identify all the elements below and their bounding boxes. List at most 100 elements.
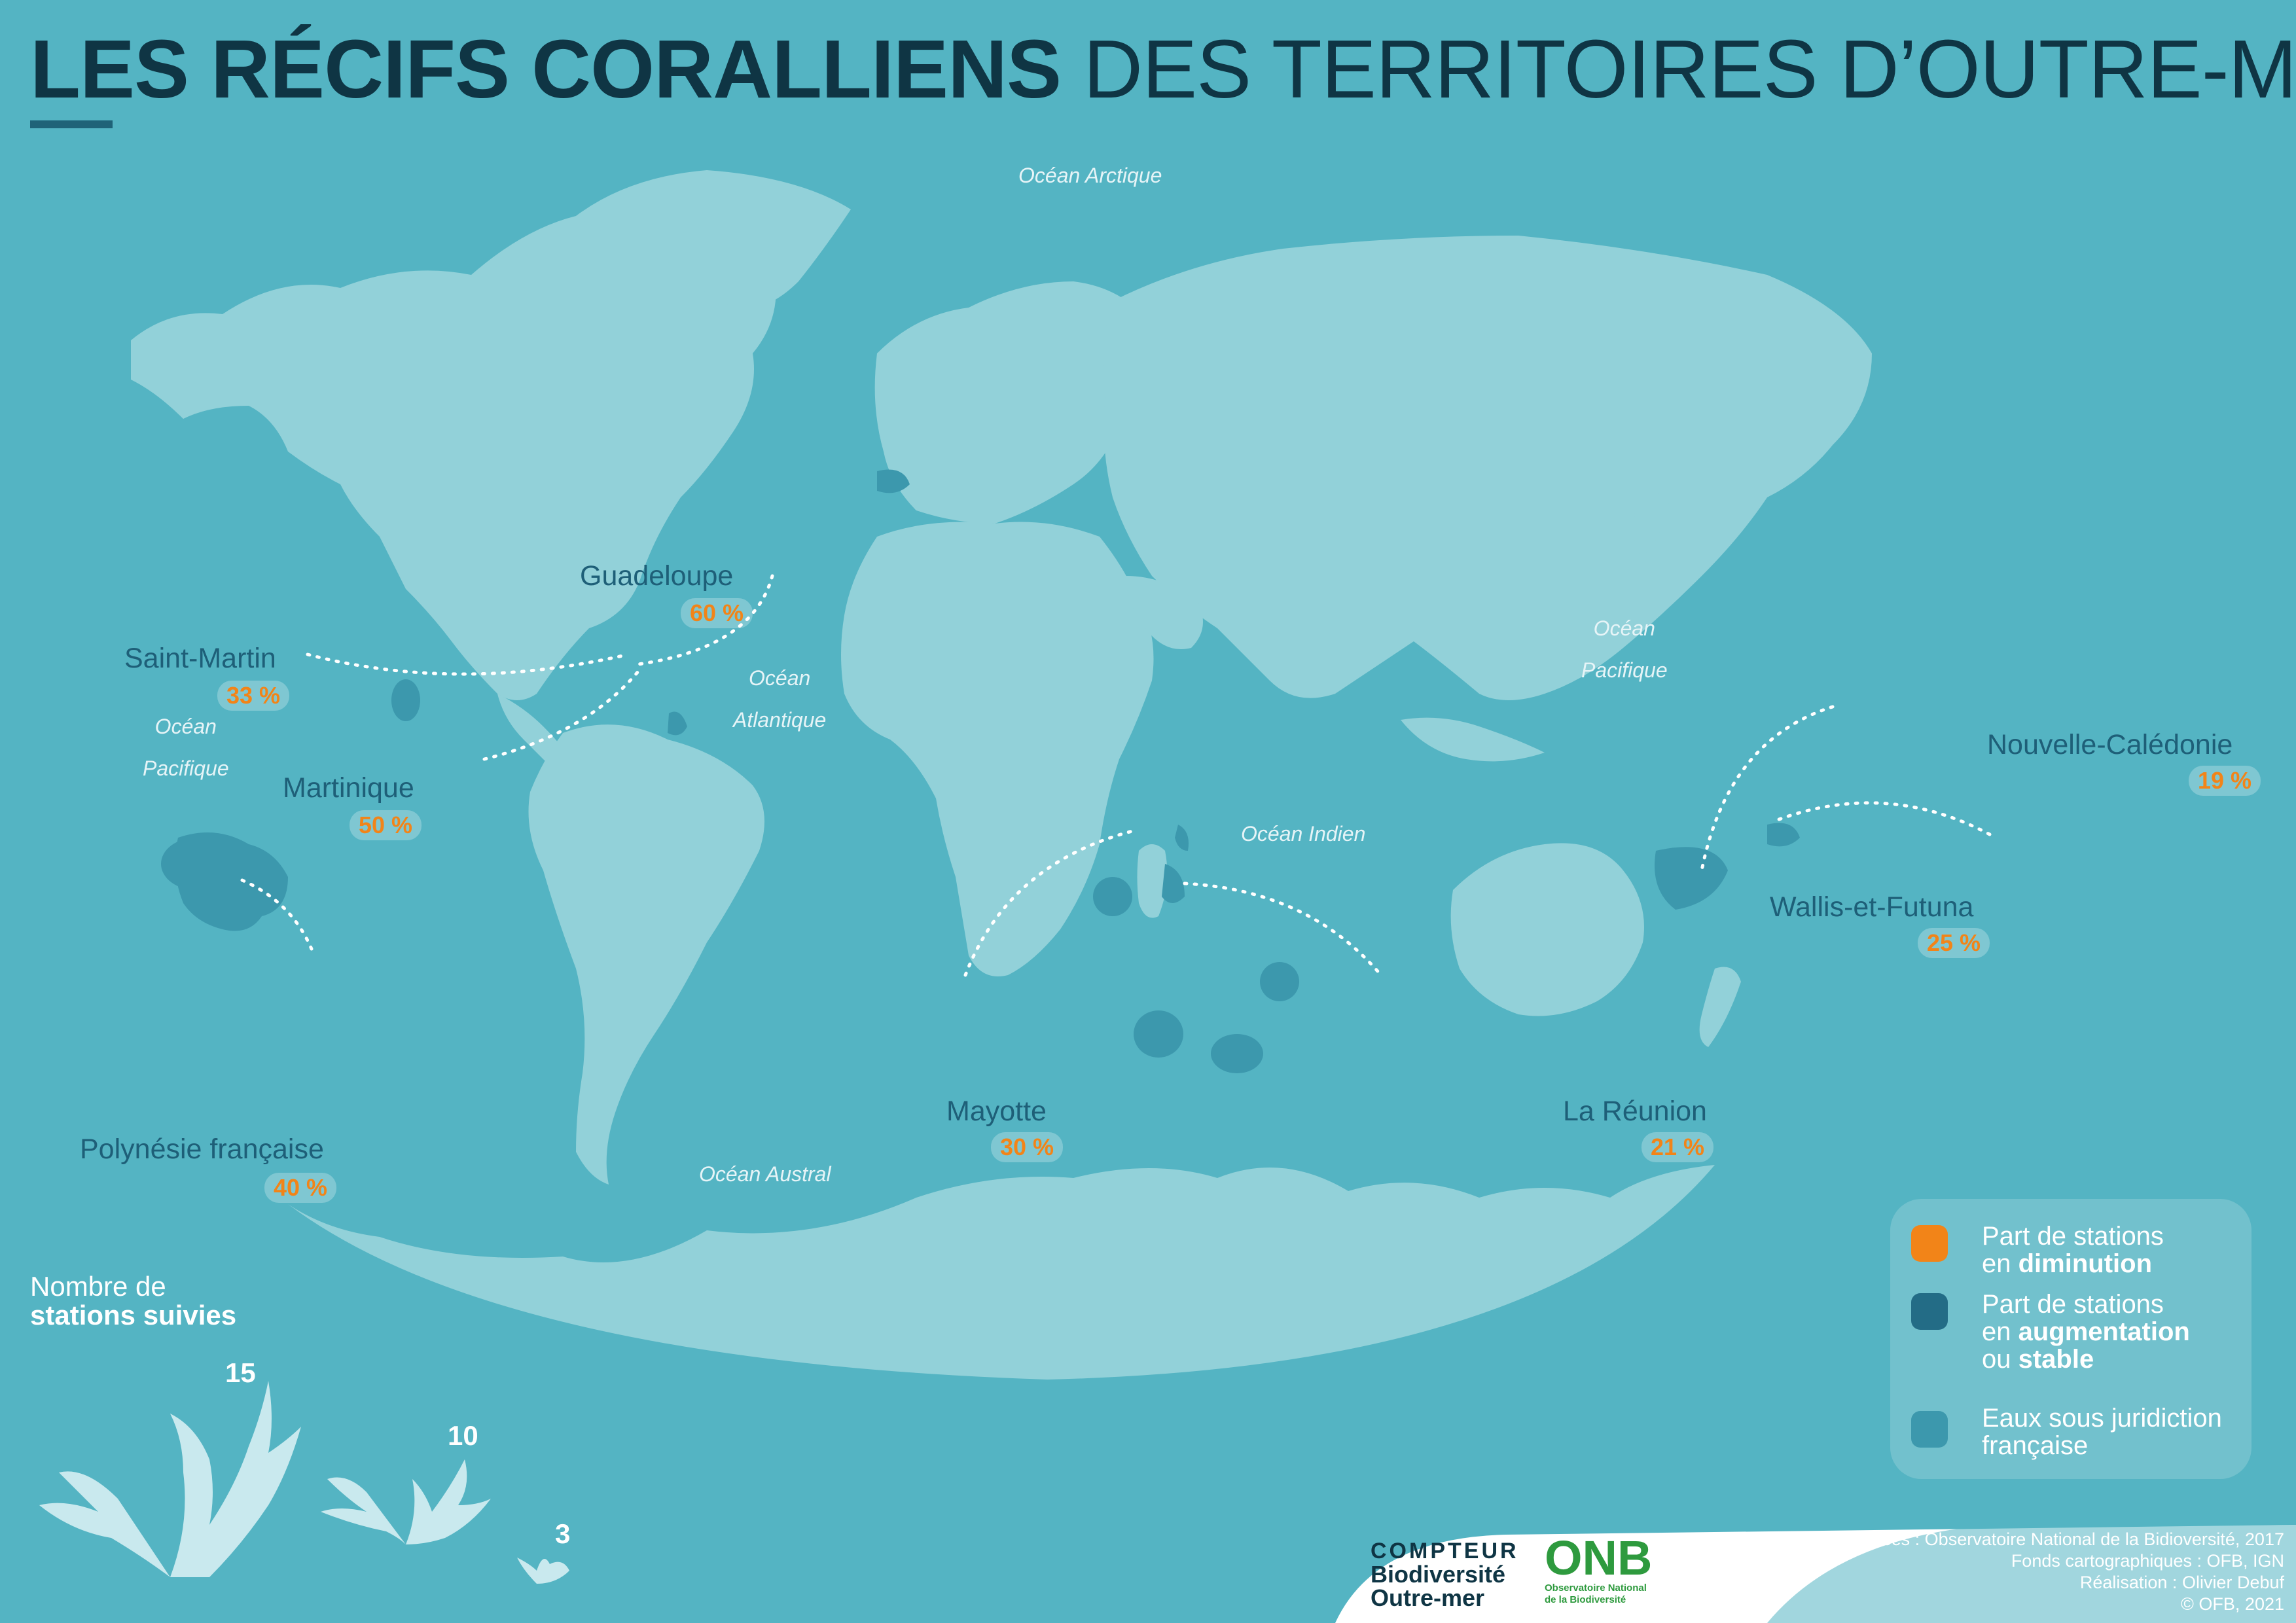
logo-sub: de la Biodiversité [1545,1594,1626,1605]
size-legend-corals [39,1381,569,1584]
ocean-line: Océan Indien [1241,822,1366,846]
source-line: Réalisation : Olivier Debuf [2079,1573,2284,1592]
japan [1634,492,1669,556]
size-legend-line-bold: stations suivies [30,1300,237,1330]
territory-pct-polynesie: 40 % [264,1173,337,1203]
legend-line: Part de stations [1982,1222,2164,1251]
territory-name-mayotte: Mayotte [946,1096,1047,1127]
size-value-10: 10 [448,1420,478,1451]
coral-stable-part [413,698,478,762]
ocean-line: Océan [154,715,217,738]
territory-pct-mayotte: 30 % [991,1132,1064,1162]
coral-marker-guadeloupe [739,490,819,569]
ocean-line: Océan Austral [699,1162,831,1186]
territory-pct-nouvelle-caledonie: 19 % [2189,766,2261,796]
french-waters [161,469,1800,1073]
north-america [131,207,776,701]
ocean-label-pacifique-w: Océan Pacifique [143,705,229,789]
page-title: LES RÉCIFS CORALLIENS DES TERRITOIRES D’… [30,24,2296,115]
legend-pre: en [1982,1317,2018,1346]
ocean-line: Océan Arctique [1018,164,1162,187]
ocean-label-arctique: Océan Arctique [1018,154,1162,196]
ocean-label-pacifique-e: Océan Pacifique [1581,607,1668,691]
legend-bold: augmentation [2018,1317,2190,1346]
territory-name-guadeloupe: Guadeloupe [580,560,734,592]
territory-name-saint-martin: Saint-Martin [124,643,276,674]
legend-text-decrease: Part de stations en diminution [1982,1222,2164,1277]
legend-pre: en [1982,1249,2018,1278]
coral-decrease-part [739,490,819,569]
coral-stable-part [739,490,819,569]
greenland [576,170,851,309]
ocean-line: Océan [749,666,811,690]
antarctica [288,1165,1715,1380]
swatch-stable [1911,1293,1948,1330]
size-value-3: 3 [555,1518,571,1549]
coral-stable-part [1969,830,2037,897]
logo-line: Biodiversité [1371,1561,1506,1588]
territory-pct-wallis-et-futuna: 25 % [1918,928,1990,958]
ocean-label-austral: Océan Austral [699,1153,831,1195]
ocean-label-indien: Océan Indien [1241,813,1365,855]
legend-line: française [1982,1431,2089,1460]
africa [841,522,1154,976]
logo-line: Outre-mer [1371,1584,1485,1611]
coral-marker-wallis-et-futuna [1969,830,2037,897]
arabia [1126,576,1203,649]
logo-line: COMPTEUR [1371,1539,1519,1563]
size-legend-title: Nombre de stations suivies [30,1272,236,1330]
title-regular: DES TERRITOIRES D’OUTRE-MER [1083,23,2296,115]
legend-bold: diminution [2018,1249,2153,1278]
ocean-line: Pacifique [143,757,229,780]
coral-marker-saint-martin [282,594,334,645]
logo-sub: Observatoire National [1545,1582,1647,1594]
coral-stable-part [282,594,334,645]
coral-decrease-part [413,698,478,762]
coral-3 [517,1558,569,1584]
footer-wave-tint [1767,1525,2296,1623]
ocean-label-atlantique: Océan Atlantique [733,657,826,741]
south-america [528,724,764,1185]
coral-stable-part [833,952,1003,1119]
legend-line: ou stable [1982,1346,2190,1373]
legend-pre: ou [1982,1345,2018,1374]
ocean-line: Océan [1593,616,1655,640]
territory-pct-saint-martin: 33 % [217,681,290,711]
coral-15 [39,1381,301,1577]
territory-pct-la-reunion: 21 % [1641,1132,1714,1162]
territory-name-nouvelle-caledonie: Nouvelle-Calédonie [1987,729,2233,760]
swatch-waters [1911,1411,1948,1448]
source-line: © OFB, 2021 [2181,1594,2284,1614]
legend-text-stable: Part de stations en augmentation ou stab… [1982,1291,2190,1373]
legend: Part de stations en diminution Part de s… [1890,1199,2251,1479]
legend-text-waters: Eaux sous juridiction française [1982,1404,2222,1459]
territory-name-polynesie: Polynésie française [80,1133,324,1165]
territory-name-la-reunion: La Réunion [1563,1096,1707,1127]
territory-name-martinique: Martinique [283,772,414,804]
legend-line: Part de stations [1982,1290,2164,1319]
logo-onb: ONB Observatoire National de la Biodiver… [1545,1534,1652,1606]
coral-marker-mayotte [833,952,1003,1119]
source-line: Sources : Observatoire National de la Bi… [1845,1529,2284,1549]
territory-pct-martinique: 50 % [350,810,422,840]
new-zealand [1699,967,1741,1047]
legend-line: en diminution [1982,1250,2164,1277]
logo-compteur-biodiversite: COMPTEUR Biodiversité Outre-mer [1371,1539,1519,1610]
asia [1103,236,1872,700]
size-value-15: 15 [225,1357,256,1388]
europe [874,281,1152,524]
territory-pct-guadeloupe: 60 % [681,598,753,628]
sources: Sources : Observatoire National de la Bi… [1845,1529,2284,1615]
legend-line: Eaux sous juridiction [1982,1404,2222,1433]
source-line: Fonds cartographiques : OFB, IGN [2011,1551,2284,1571]
title-underline [30,120,113,128]
coral-10 [321,1459,491,1544]
territory-name-wallis-et-futuna: Wallis-et-Futuna [1770,891,1974,923]
coral-decrease-part [1969,830,2037,897]
connector-lines [240,574,1992,977]
legend-line: en augmentation [1982,1318,2190,1346]
madagascar [1137,844,1168,918]
title-bold: LES RÉCIFS CORALLIENS [30,23,1062,115]
